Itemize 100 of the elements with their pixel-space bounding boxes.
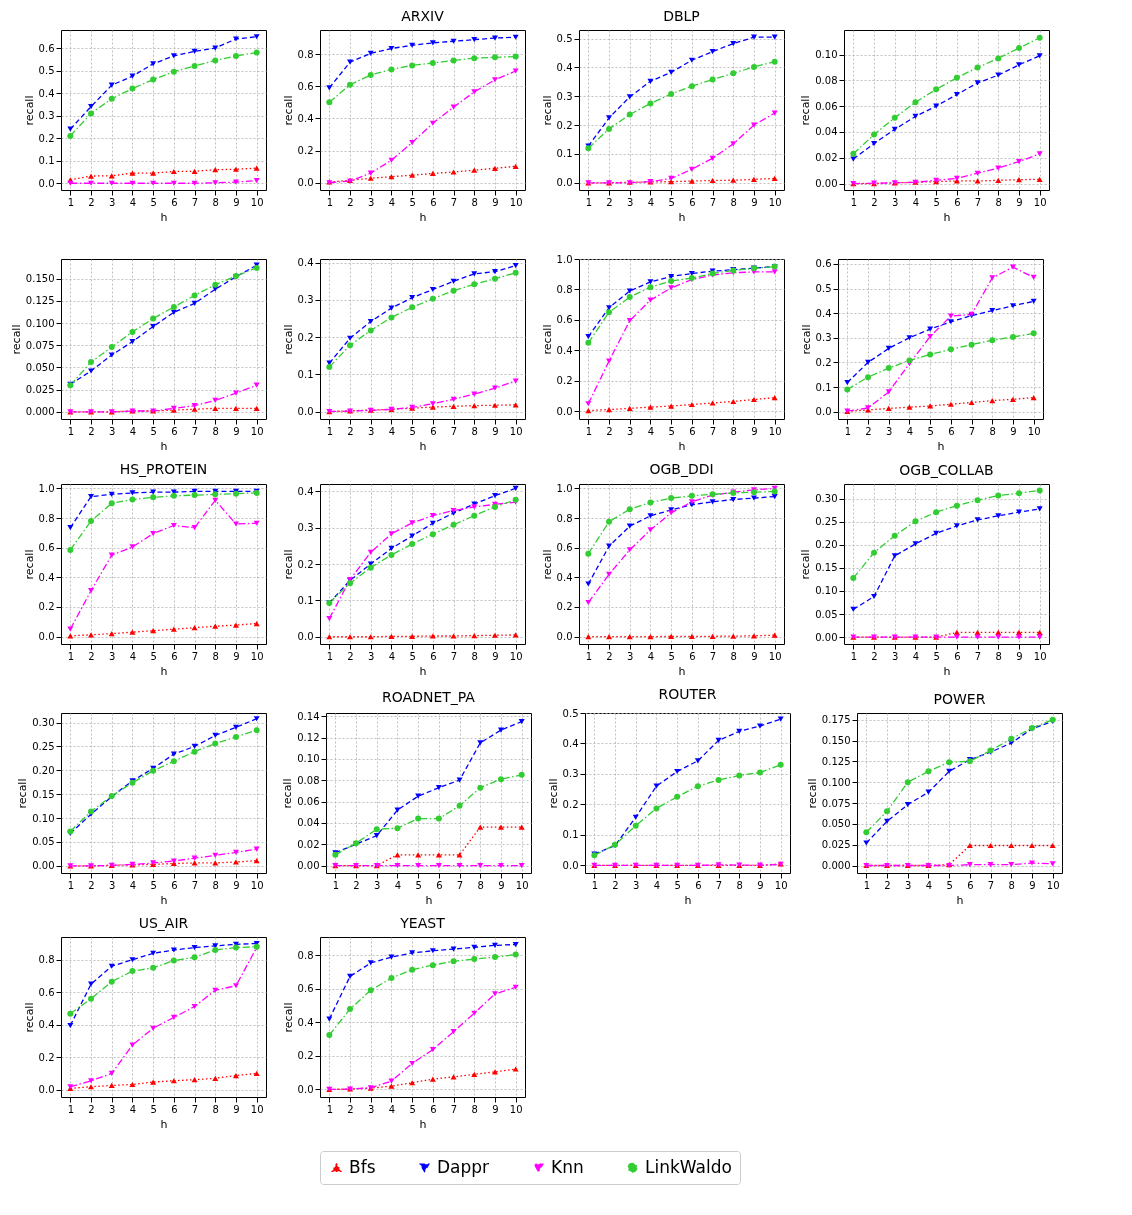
y-tick-label: 0.8 <box>38 512 55 524</box>
x-tick-label: 4 <box>647 196 655 208</box>
x-axis-title: h <box>160 664 168 678</box>
x-tick-label: 6 <box>171 425 178 437</box>
y-tick-label: 0.05 <box>815 608 838 620</box>
y-tick-label: 0.050 <box>821 818 851 830</box>
y-tick-label: 0.2 <box>556 119 573 131</box>
x-tick-label: 7 <box>450 650 458 662</box>
x-tick-label: 5 <box>933 196 940 208</box>
x-tick-label: 3 <box>368 425 375 437</box>
y-tick-label: 0.4 <box>815 307 832 319</box>
x-tick-label: 9 <box>751 650 758 662</box>
y-tick-label: 0.8 <box>38 954 55 966</box>
x-axis-title: h <box>160 439 168 453</box>
y-tick-label: 0.6 <box>38 986 55 998</box>
x-tick-label: 7 <box>987 879 995 891</box>
y-tick-label: 0.2 <box>38 1051 55 1063</box>
x-tick-label: 4 <box>129 425 137 437</box>
x-tick-label: 7 <box>974 650 982 662</box>
y-tick-label: 0.02 <box>297 838 320 850</box>
x-tick-label: 8 <box>212 879 219 891</box>
x-axis-title: h <box>425 893 433 907</box>
x-tick-label: 8 <box>730 425 737 437</box>
x-tick-label: 1 <box>850 650 858 662</box>
y-tick-label: 0.14 <box>297 710 320 722</box>
x-tick-label: 6 <box>695 879 702 891</box>
legend-label: Dappr <box>437 1156 490 1177</box>
x-tick-label: 4 <box>912 196 920 208</box>
x-tick-label: 2 <box>871 650 878 662</box>
x-tick-label: 3 <box>627 196 634 208</box>
y-tick-label: 0.1 <box>815 381 832 393</box>
y-tick-label: 0.8 <box>297 949 314 961</box>
y-tick-label: 0.025 <box>821 839 851 851</box>
y-tick-label: 0.4 <box>38 571 55 583</box>
x-tick-label: 6 <box>954 650 961 662</box>
x-tick-label: 1 <box>326 196 334 208</box>
x-tick-label: 1 <box>585 196 593 208</box>
x-tick-label: 7 <box>709 425 717 437</box>
x-tick-label: 3 <box>627 425 634 437</box>
y-axis-title: recall <box>805 778 819 809</box>
x-tick-label: 10 <box>509 196 523 208</box>
y-axis-title: recall <box>546 778 560 809</box>
x-tick-label: 10 <box>1046 879 1060 891</box>
x-tick-label: 1 <box>591 879 599 891</box>
x-tick-label: 4 <box>129 879 137 891</box>
x-tick-label: 7 <box>709 650 717 662</box>
x-tick-label: 5 <box>927 425 934 437</box>
x-tick-label: 2 <box>347 650 354 662</box>
y-tick-label: 0.04 <box>815 126 838 138</box>
x-tick-label: 3 <box>109 879 116 891</box>
x-tick-label: 1 <box>67 879 75 891</box>
x-tick-label: 1 <box>326 1103 334 1115</box>
y-tick-label: 0.100 <box>821 776 851 788</box>
x-tick-label: 2 <box>347 1103 354 1115</box>
x-tick-label: 2 <box>88 650 95 662</box>
y-tick-label: 0.150 <box>25 273 55 285</box>
x-tick-label: 5 <box>150 879 157 891</box>
x-tick-label: 4 <box>653 879 661 891</box>
y-tick-label: 0.8 <box>297 48 314 60</box>
y-tick-label: 0.0 <box>815 406 832 418</box>
x-tick-label: 8 <box>471 196 478 208</box>
x-tick-label: 6 <box>436 879 443 891</box>
y-tick-label: 0.5 <box>815 283 832 295</box>
y-tick-label: 0.3 <box>815 332 832 344</box>
y-tick-label: 0.4 <box>297 112 314 124</box>
y-tick-label: 0.4 <box>297 257 314 269</box>
x-tick-label: 4 <box>129 650 137 662</box>
y-tick-label: 0.1 <box>556 148 573 160</box>
y-axis-title: recall <box>22 549 36 580</box>
x-tick-label: 6 <box>430 196 437 208</box>
y-tick-label: 0.2 <box>38 601 55 613</box>
y-axis-title: recall <box>799 549 813 580</box>
y-tick-label: 0.2 <box>815 356 832 368</box>
chart-title: YEAST <box>399 915 446 931</box>
y-tick-label: 0.6 <box>38 542 55 554</box>
x-tick-label: 4 <box>647 650 655 662</box>
y-tick-label: 0.0 <box>556 631 573 643</box>
x-tick-label: 2 <box>347 196 354 208</box>
x-tick-label: 6 <box>689 650 696 662</box>
chart-title: OGB_COLLAB <box>899 462 994 478</box>
x-tick-label: 7 <box>456 879 464 891</box>
x-tick-label: 4 <box>388 650 396 662</box>
x-tick-label: 3 <box>109 196 116 208</box>
x-tick-label: 4 <box>647 425 655 437</box>
x-tick-label: 2 <box>606 650 613 662</box>
y-tick-label: 0.0 <box>38 177 55 189</box>
x-tick-label: 3 <box>368 650 375 662</box>
y-tick-label: 0.025 <box>25 384 55 396</box>
x-tick-label: 5 <box>674 879 681 891</box>
x-tick-label: 8 <box>989 425 996 437</box>
y-tick-label: 0.20 <box>32 764 55 776</box>
x-tick-label: 8 <box>212 196 219 208</box>
chart-title: ARXIV <box>401 8 445 24</box>
x-tick-label: 2 <box>347 425 354 437</box>
y-axis-title: recall <box>16 778 30 809</box>
y-tick-label: 0.1 <box>38 155 55 167</box>
x-tick-label: 10 <box>509 425 523 437</box>
y-tick-label: 0.30 <box>32 717 55 729</box>
x-tick-label: 1 <box>863 879 871 891</box>
x-tick-label: 9 <box>233 879 240 891</box>
